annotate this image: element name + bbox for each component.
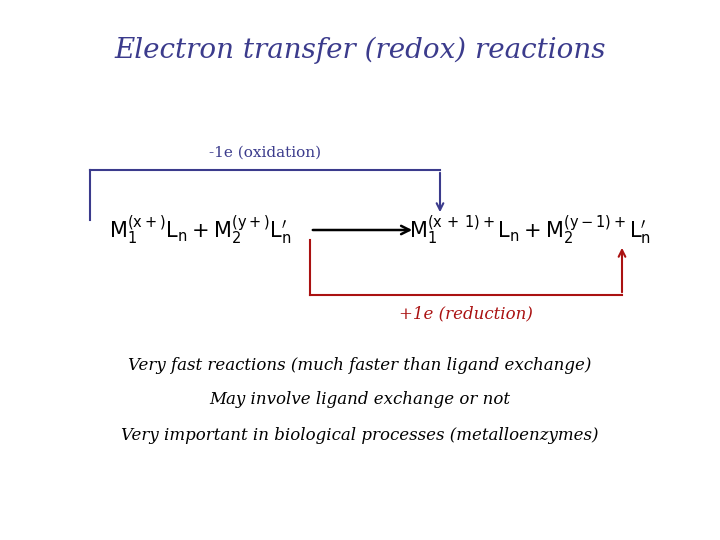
Text: Very fast reactions (much faster than ligand exchange): Very fast reactions (much faster than li… [128, 356, 592, 374]
Text: May involve ligand exchange or not: May involve ligand exchange or not [210, 392, 510, 408]
Text: Very important in biological processes (metalloenzymes): Very important in biological processes (… [121, 427, 599, 443]
Text: Electron transfer (redox) reactions: Electron transfer (redox) reactions [114, 36, 606, 64]
Text: +1e (reduction): +1e (reduction) [399, 305, 533, 322]
Text: $\mathsf{M_1^{(x+)}L_n + M_2^{(y+)}L^\prime_n}$: $\mathsf{M_1^{(x+)}L_n + M_2^{(y+)}L^\pr… [109, 213, 292, 247]
Text: $\mathsf{M_1^{(x\,+\,1)+}L_n + M_2^{(y-1)+}L^\prime_n}$: $\mathsf{M_1^{(x\,+\,1)+}L_n + M_2^{(y-1… [409, 213, 651, 247]
Text: -1e (oxidation): -1e (oxidation) [209, 146, 321, 160]
